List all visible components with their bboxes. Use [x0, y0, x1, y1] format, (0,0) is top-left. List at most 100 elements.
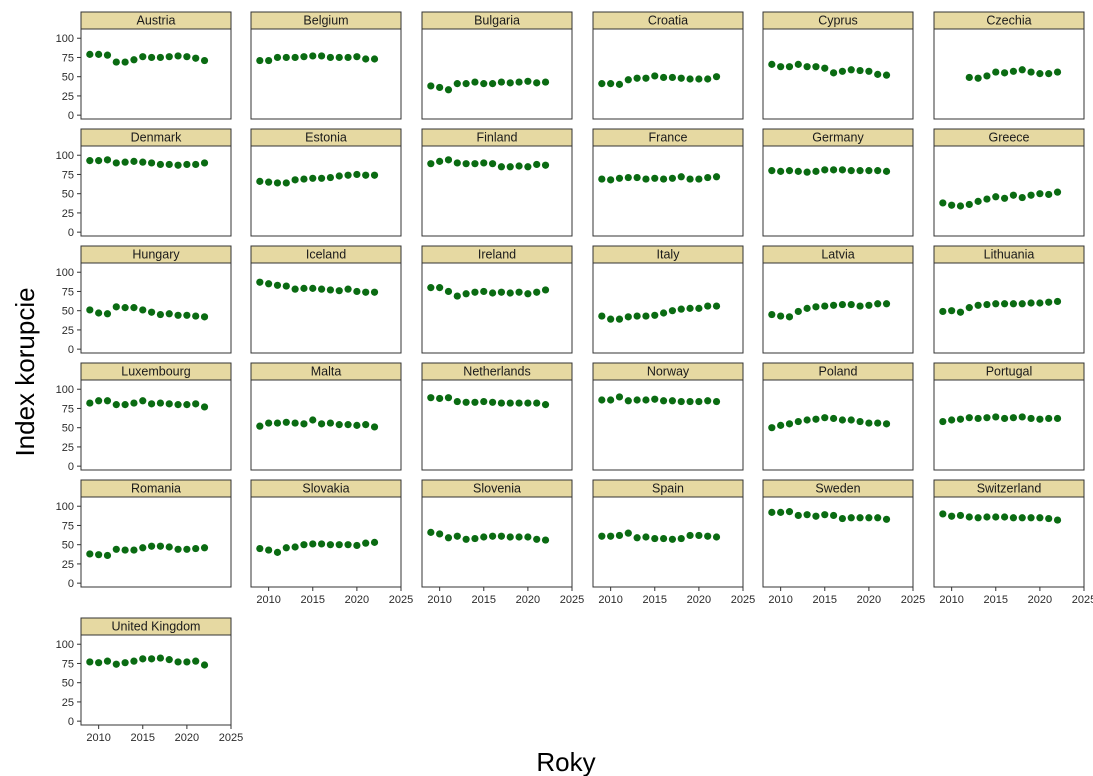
data-point [130, 546, 138, 554]
data-point [965, 73, 973, 82]
data-point [794, 307, 802, 316]
data-point [1036, 70, 1044, 78]
data-point [695, 75, 703, 83]
panel-luxembourg: Luxembourg 0 25 50 75 100 [56, 362, 232, 473]
data-point [524, 399, 532, 407]
data-point [882, 300, 891, 308]
data-point [847, 514, 855, 522]
x-tick-label: 2020 [345, 594, 369, 606]
data-point [291, 543, 299, 551]
data-point [651, 72, 659, 80]
data-point [183, 658, 191, 666]
panel-title: United Kingdom [112, 620, 201, 634]
data-point [112, 660, 120, 668]
data-point [633, 74, 641, 82]
data-point [965, 414, 973, 422]
y-tick-label: 100 [56, 150, 74, 162]
data-point [192, 160, 200, 169]
data-point [353, 287, 361, 296]
data-point [317, 52, 326, 60]
data-point [882, 71, 891, 79]
data-point [1045, 190, 1053, 199]
data-point [847, 167, 855, 175]
panel-cyprus: Cyprus [762, 11, 914, 120]
data-point [812, 415, 820, 423]
data-point [86, 658, 94, 666]
panel-denmark: Denmark 0 25 50 75 100 [56, 128, 232, 239]
x-tick-label: 2025 [901, 594, 925, 606]
data-point [353, 421, 361, 429]
data-point [436, 83, 444, 92]
x-tick-label: 2020 [516, 594, 540, 606]
data-point [444, 86, 453, 94]
data-point [677, 305, 685, 313]
data-point [856, 417, 864, 426]
y-tick-label: 25 [62, 559, 74, 571]
data-point [838, 67, 847, 75]
data-point [1027, 191, 1035, 199]
data-point [192, 544, 200, 553]
data-point [344, 541, 352, 549]
data-point [165, 656, 173, 664]
data-point [362, 171, 370, 179]
data-point [651, 311, 659, 319]
panel-title: Slovenia [473, 482, 521, 496]
data-point [480, 533, 488, 541]
data-point [785, 313, 794, 321]
x-tick-label: 2010 [768, 594, 792, 606]
data-point [615, 531, 624, 540]
data-point [506, 79, 514, 87]
data-point [615, 174, 624, 182]
data-point [95, 551, 103, 559]
data-point [686, 175, 694, 183]
data-point [165, 310, 173, 318]
panel-frame [80, 262, 232, 354]
data-point [462, 535, 470, 543]
data-point [785, 167, 794, 175]
panel-finland: Finland [421, 128, 573, 237]
data-point [488, 80, 497, 88]
panel-bulgaria: Bulgaria [421, 11, 573, 120]
data-point [874, 70, 882, 78]
data-point [829, 414, 838, 423]
data-point [103, 551, 112, 560]
data-point [865, 419, 873, 427]
data-point [974, 414, 982, 423]
data-point [427, 160, 435, 168]
data-point [821, 414, 829, 422]
data-point [103, 51, 112, 59]
data-point [147, 308, 156, 316]
x-tick-label: 2015 [301, 594, 325, 606]
data-point [326, 286, 335, 294]
data-point [598, 396, 606, 404]
panel-frame [592, 379, 744, 471]
data-point [353, 541, 361, 550]
data-point [282, 53, 290, 62]
data-point [130, 157, 138, 165]
data-point [95, 309, 103, 317]
y-tick-label: 0 [68, 578, 74, 590]
data-point [803, 63, 811, 71]
panel-title: Austria [137, 14, 176, 28]
data-point [651, 395, 659, 403]
data-point [200, 56, 209, 65]
data-point [370, 288, 379, 296]
data-point [642, 74, 650, 82]
y-tick-label: 50 [62, 540, 74, 552]
panel-title: Latvia [821, 248, 854, 262]
panel-netherlands: Netherlands [421, 362, 573, 471]
panel-belgium: Belgium [250, 11, 402, 120]
data-point [174, 52, 182, 60]
data-point [812, 63, 820, 71]
y-tick-label: 25 [62, 442, 74, 454]
data-point [607, 532, 615, 540]
data-point [1053, 297, 1062, 306]
data-point [300, 284, 308, 292]
data-point [686, 397, 694, 406]
data-point [453, 159, 461, 167]
data-point [282, 544, 290, 552]
y-tick-label: 100 [56, 33, 74, 45]
data-point [785, 63, 794, 71]
y-tick-label: 75 [62, 658, 74, 670]
panel-frame [592, 262, 744, 354]
